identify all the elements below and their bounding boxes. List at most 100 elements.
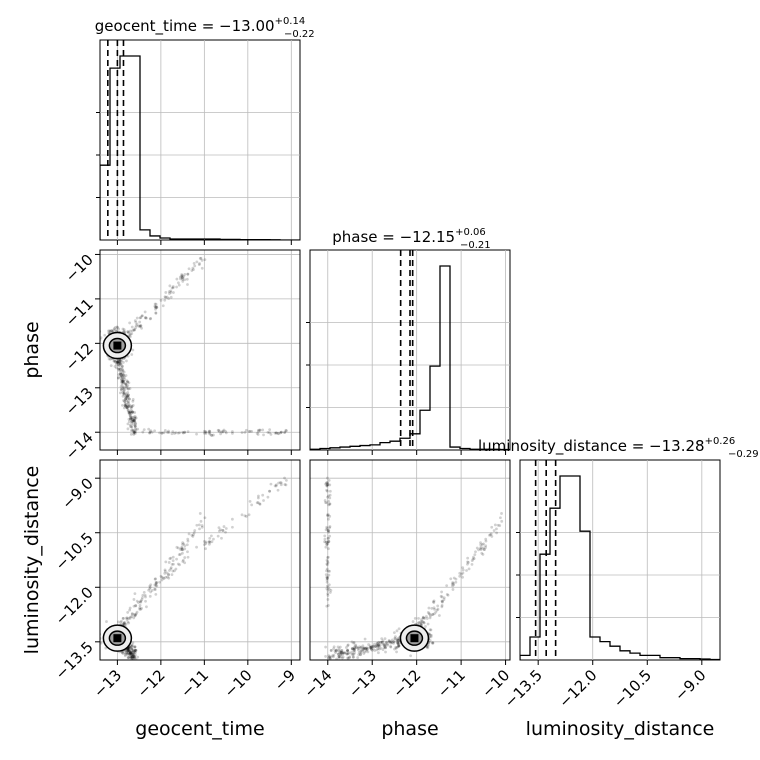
scatter-point [171,286,175,290]
ytick-label-phase: −10 [62,251,97,286]
scatter-point [125,406,129,410]
scatter-point [394,646,398,650]
scatter-point [142,428,146,432]
scatter-point [133,655,136,659]
xtick-label-phase: −14 [300,666,335,701]
scatter-point [134,324,138,328]
scatter-point [154,577,157,581]
scatter-point [200,266,204,270]
scatter-point [396,637,400,640]
scatter-point [285,429,288,433]
scatter-point [187,267,191,271]
scatter-point [461,566,465,570]
scatter-point [167,431,171,434]
scatter-point [119,387,123,391]
scatter-point [121,365,125,368]
scatter-point [210,540,214,544]
scatter-point [117,360,121,363]
scatter-point [348,651,352,655]
scatter-point [231,431,234,435]
scatter-point [127,653,131,657]
scatter-point [343,651,347,655]
scatter-point [362,647,366,651]
scatter-point [129,405,133,409]
scatter-point [195,523,199,527]
scatter-point [109,364,113,368]
scatter-point [440,604,444,607]
scatter-point [442,596,446,600]
scatter-point [337,656,341,660]
scatter-point [326,656,330,660]
scatter-point [133,649,137,653]
scatter-point [208,540,212,544]
scatter-point [105,620,108,623]
scatter-point [127,405,131,409]
scatter-point [123,382,127,385]
scatter-point [328,534,332,538]
scatter-point [128,652,132,656]
scatter-point [122,379,126,383]
scatter-point [384,650,387,654]
scatter-point [120,364,124,368]
scatter-point [121,377,125,381]
scatter-point [115,358,119,362]
scatter-point [351,647,354,650]
scatter-point [133,419,136,423]
scatter-point [164,560,168,564]
scatter-point [127,402,130,406]
scatter-point [370,647,373,651]
scatter-point [167,573,170,577]
scatter-point [180,274,184,277]
scatter-point [429,628,433,632]
xlabel-geocent-time: geocent_time [135,718,264,740]
scatter-point [116,361,120,365]
scatter-point [133,650,137,654]
scatter-point [122,622,125,626]
scatter-point [148,586,152,589]
scatter-point [481,546,485,550]
scatter-point [208,429,212,433]
scatter-point [383,645,387,649]
scatter-point [326,575,330,579]
scatter-point [125,651,129,655]
scatter-point [326,589,330,592]
scatter-point [123,388,126,392]
scatter-point [328,591,332,594]
scatter-point [221,430,225,434]
scatter-point [279,430,283,434]
scatter-point [113,365,117,368]
scatter-point [130,425,133,428]
scatter-point [218,430,221,434]
scatter-point [365,647,369,651]
scatter-point [396,642,400,646]
scatter-point [183,547,187,551]
scatter-point [174,567,178,571]
scatter-point [376,647,380,651]
scatter-point [346,656,350,660]
scatter-point [160,575,164,579]
scatter-point [115,363,118,366]
scatter-point [325,569,328,573]
scatter-point [327,573,331,577]
scatter-point [119,621,123,624]
scatter-point [124,403,127,407]
scatter-point [365,646,369,650]
scatter-point [374,645,378,649]
scatter-point [123,377,127,381]
scatter-point [164,575,168,579]
scatter-point [357,653,361,657]
scatter-point [430,633,433,637]
scatter-point [175,545,179,549]
scatter-point [153,583,157,587]
scatter-point [132,328,136,332]
scatter-point [337,654,341,658]
scatter-point [323,537,327,541]
scatter-point [130,419,134,423]
scatter-point [126,384,130,387]
scatter-point [119,391,122,395]
scatter-point [195,260,199,264]
scatter-point [158,580,161,584]
scatter-point [128,649,131,652]
scatter-point [328,657,332,660]
scatter-point [109,357,112,361]
